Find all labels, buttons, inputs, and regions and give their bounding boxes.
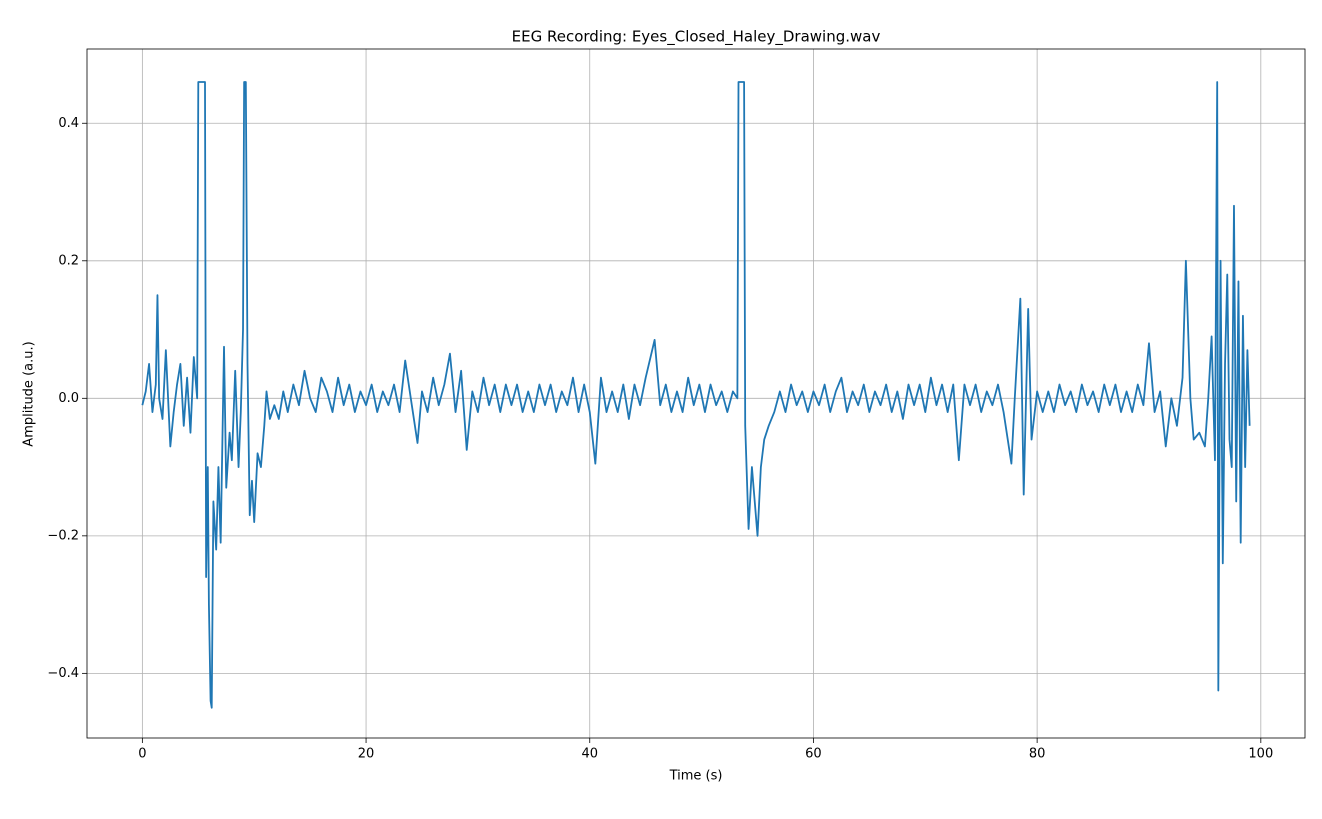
x-tick-label: 100 [1248,747,1273,762]
y-tick-label: 0.4 [58,116,79,131]
x-tick-label: 20 [358,747,375,762]
x-axis-label: Time (s) [669,769,723,784]
signal-line [141,81,1251,709]
x-tick-label: 60 [805,747,822,762]
x-tick-label: 0 [138,747,146,762]
x-tick-label: 80 [1029,747,1046,762]
y-tick-label: −0.4 [47,666,79,681]
plot-frame [86,48,1306,739]
y-axis-label: Amplitude (a.u.) [22,341,37,446]
y-tick-label: −0.2 [47,528,79,543]
chart-title: EEG Recording: Eyes_Closed_Haley_Drawing… [512,28,881,47]
x-tick-label: 40 [581,747,598,762]
y-tick-label: 0.2 [58,253,79,268]
y-tick-label: 0.0 [58,391,79,406]
